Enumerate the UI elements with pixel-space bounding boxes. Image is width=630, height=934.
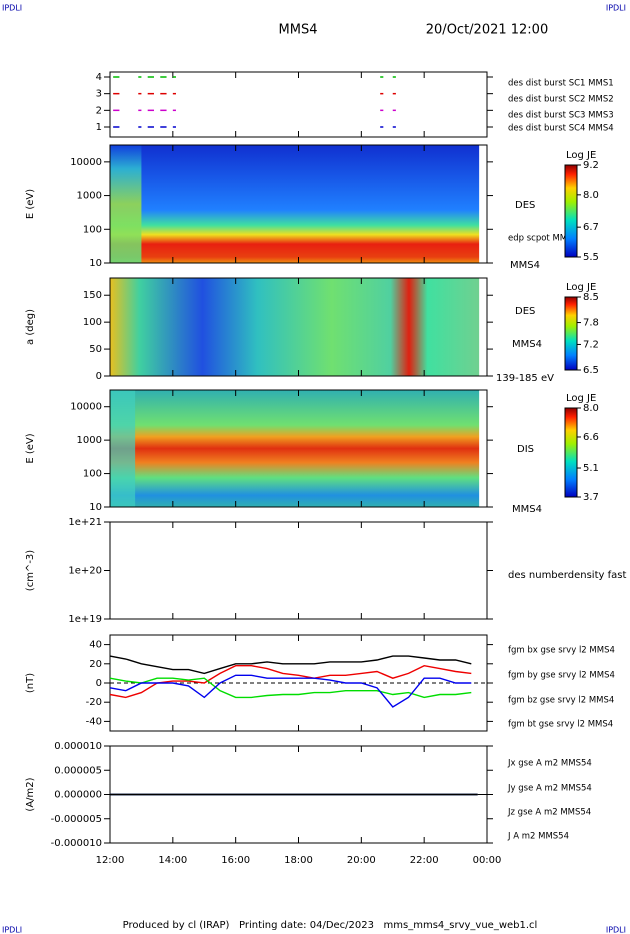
y-tick-label: -0.000005 (51, 814, 102, 825)
legend-label: des dist burst SC2 MMS2 (508, 95, 614, 105)
colorbar (564, 296, 578, 371)
x-tick-label: 20:00 (347, 855, 376, 866)
colorbar (564, 164, 578, 258)
spectrogram (110, 390, 480, 507)
y-tick-label: 0 (96, 678, 102, 689)
legend-label: fgm bt gse srvy l2 MMS4 (508, 720, 613, 730)
y-axis-label: E (eV) (25, 433, 36, 463)
spectrogram (110, 145, 480, 263)
colorbar-label: 7.8 (583, 318, 599, 329)
annotation: DIS (517, 444, 534, 455)
colorbar-title: Log JE (566, 282, 596, 293)
y-tick-label: 150 (83, 290, 102, 301)
annotation: 139-185 eV (496, 373, 554, 384)
y-tick-label: 10 (89, 258, 102, 269)
panel-frame (109, 521, 488, 620)
y-tick-label: 100 (83, 469, 102, 480)
date: 20/Oct/2021 12:00 (426, 23, 548, 38)
colorbar-label: 8.5 (583, 292, 599, 303)
colorbar-label: 5.5 (583, 252, 599, 263)
y-tick-label: 1e+20 (68, 566, 102, 577)
colorbar-label: 8.0 (583, 190, 599, 201)
y-tick-label: 10000 (70, 157, 102, 168)
y-axis-label: (cm^-3) (25, 550, 36, 591)
y-tick-label: 100 (83, 317, 102, 328)
spectrogram (110, 145, 142, 263)
y-tick-label: 100 (83, 224, 102, 235)
x-tick-label: 14:00 (158, 855, 187, 866)
y-tick-label: 10000 (70, 402, 102, 413)
spectrogram (110, 390, 136, 507)
y-axis-label: E (eV) (25, 189, 36, 219)
legend-label: des dist burst SC1 MMS1 (508, 79, 614, 89)
spectrogram (110, 278, 480, 376)
corner-label: IPDLI (606, 4, 626, 13)
y-tick-label: 20 (89, 659, 102, 670)
y-tick-label: 1e+19 (68, 614, 102, 625)
y-axis-label: (nT) (25, 673, 36, 693)
corner-label: IPDLI (2, 926, 22, 934)
y-tick-label: -40 (86, 716, 102, 727)
y-tick-label: 4 (96, 72, 102, 83)
annotation: MMS4 (512, 504, 542, 515)
colorbar-label: 6.5 (583, 365, 599, 376)
y-tick-label: 0.000000 (54, 790, 102, 801)
y-tick-label: 40 (89, 640, 102, 651)
annotation: DES (515, 200, 535, 211)
colorbar-label: 6.7 (583, 222, 599, 233)
x-tick-label: 16:00 (221, 855, 250, 866)
y-tick-label: 1e+21 (68, 517, 102, 528)
colorbar-title: Log JE (566, 150, 596, 161)
colorbar-label: 3.7 (583, 492, 599, 503)
series-line (109, 655, 472, 675)
legend-label: fgm by gse srvy l2 MMS4 (508, 671, 615, 681)
colorbar (564, 407, 578, 498)
colorbar-label: 9.2 (583, 160, 599, 171)
legend-label: J A m2 MMS54 (507, 832, 569, 842)
y-tick-label: 0.000005 (54, 765, 102, 776)
y-tick-label: 2 (96, 105, 102, 116)
x-tick-label: 00:00 (473, 855, 502, 866)
annotation: MMS4 (510, 260, 540, 271)
legend-label: des dist burst SC4 MMS4 (508, 124, 614, 134)
y-tick-label: 1 (96, 122, 102, 133)
colorbar-title: Log JE (566, 393, 596, 404)
annotation: DES (515, 306, 535, 317)
colorbar-label: 6.6 (583, 432, 599, 443)
y-tick-label: 0 (96, 371, 102, 382)
legend-label: Jy gse A m2 MMS54 (507, 784, 592, 794)
legend-label: Jz gse A m2 MMS54 (507, 808, 591, 818)
y-axis-label: a (deg) (25, 309, 36, 345)
chart-title: MMS4 (279, 23, 318, 38)
x-tick-label: 12:00 (96, 855, 125, 866)
y-tick-label: -0.000010 (51, 838, 102, 849)
legend-label: fgm bx gse srvy l2 MMS4 (508, 646, 615, 656)
x-tick-label: 18:00 (284, 855, 313, 866)
y-axis-label: (A/m2) (25, 777, 36, 811)
footer: Produced by cl (IRAP) Printing date: 04/… (123, 920, 538, 931)
annotation: edp scpot MMS4 (508, 234, 578, 244)
y-tick-label: 1000 (77, 435, 102, 446)
colorbar-label: 8.0 (583, 403, 599, 414)
legend-label: des dist burst SC3 MMS3 (508, 111, 614, 121)
colorbar-label: 7.2 (583, 339, 599, 350)
corner-label: IPDLI (2, 4, 22, 13)
y-tick-label: 10 (89, 502, 102, 513)
y-tick-label: 0.000010 (54, 741, 102, 752)
legend-label: fgm bz gse srvy l2 MMS4 (508, 696, 614, 706)
legend-label: Jx gse A m2 MMS54 (507, 759, 592, 769)
y-tick-label: -20 (86, 697, 102, 708)
series-line (109, 664, 472, 699)
annotation: des numberdensity fast M (508, 570, 630, 581)
x-tick-label: 22:00 (410, 855, 439, 866)
y-tick-label: 50 (89, 344, 102, 355)
colorbar-label: 5.1 (583, 463, 599, 474)
y-tick-label: 1000 (77, 191, 102, 202)
y-tick-label: 3 (96, 89, 102, 100)
corner-label: IPDLI (606, 926, 626, 934)
annotation: MMS4 (512, 339, 542, 350)
series-line (109, 674, 472, 708)
